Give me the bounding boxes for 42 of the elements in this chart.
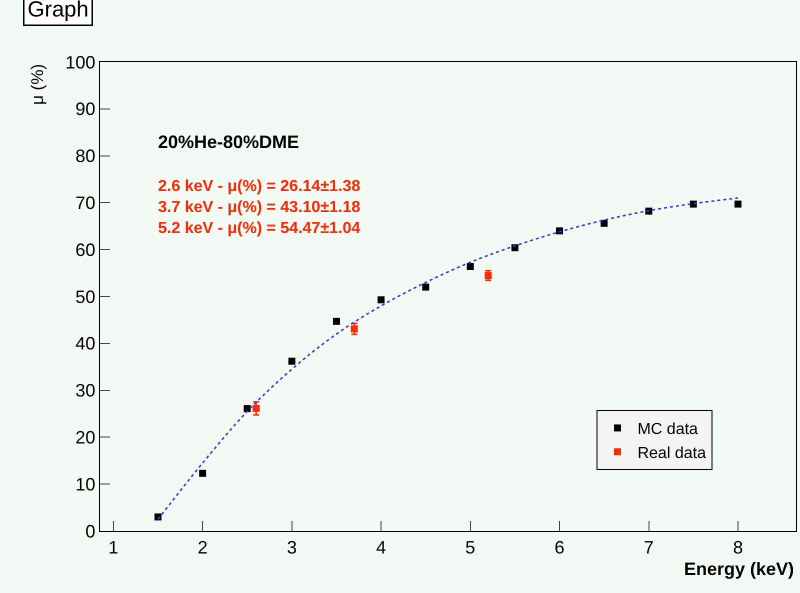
y-tick-label: 100: [65, 52, 96, 72]
point: [252, 404, 260, 412]
y-tick-label: 70: [75, 193, 96, 213]
point: [422, 284, 430, 291]
point: [466, 262, 474, 270]
point: [244, 405, 251, 412]
x-tick-label: 1: [108, 538, 118, 558]
y-tick-label: 60: [75, 240, 96, 260]
y-tick-label: 30: [75, 380, 96, 401]
point: [332, 318, 340, 325]
legend-label: Real data: [637, 444, 706, 462]
x-axis-title: Energy (keV): [684, 559, 794, 579]
legend-label: MC data: [637, 421, 698, 438]
annotation: 3.7 keV - μ(%) = 43.10±1.18: [158, 199, 360, 216]
x-tick-label: 4: [376, 538, 386, 558]
annotation: 2.6 keV - μ(%) = 26.14±1.38: [158, 178, 360, 195]
y-tick-label: 80: [75, 146, 96, 166]
point: [288, 358, 296, 365]
point: [199, 470, 206, 477]
point: [154, 513, 162, 520]
point: [556, 227, 564, 234]
y-tick-label: 50: [75, 286, 96, 307]
point: [600, 220, 608, 227]
x-tick-label: 7: [644, 538, 654, 558]
point: [378, 296, 385, 304]
annotation: 5.2 keV - μ(%) = 54.47±1.04: [158, 220, 360, 237]
y-tick-label: 20: [75, 428, 96, 448]
y-tick-label: 10: [75, 474, 96, 494]
point: [734, 200, 742, 208]
y-tick-label: 40: [75, 334, 96, 354]
point: [511, 244, 518, 252]
x-tick-label: 8: [732, 538, 744, 558]
point: [350, 325, 358, 332]
y-tick-label: 0: [85, 521, 96, 542]
y-axis-title: μ (%): [28, 64, 47, 105]
x-tick-label: 2: [198, 538, 208, 558]
y-tick-label: 90: [75, 99, 96, 120]
x-tick-label: 3: [286, 538, 297, 558]
x-tick-label: 5: [465, 538, 476, 558]
chart-title: Graph: [28, 0, 89, 22]
annotation: 20%He-80%DME: [158, 132, 300, 152]
x-tick-label: 6: [554, 538, 565, 558]
